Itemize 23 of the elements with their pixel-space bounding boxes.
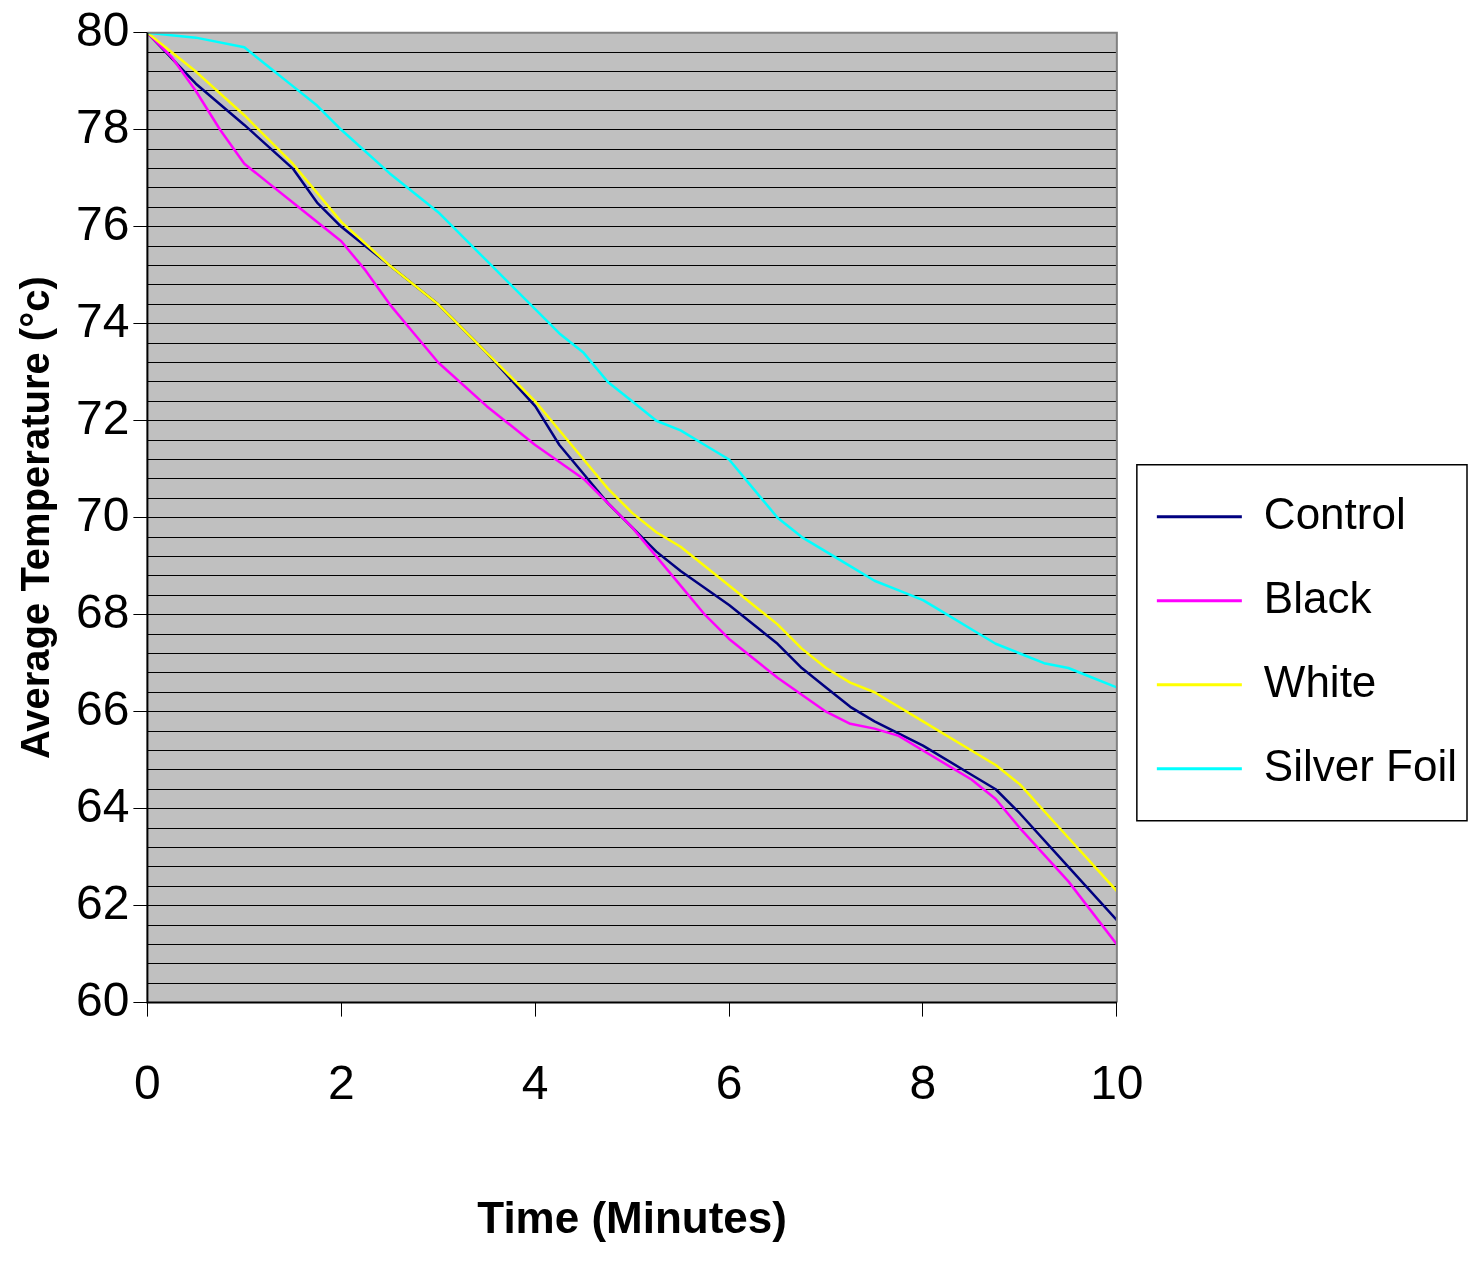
- y-tick-label: 74: [76, 293, 130, 347]
- y-tick-label: 76: [76, 196, 130, 250]
- x-tick-label: 8: [909, 1055, 937, 1109]
- y-tick-label: 64: [76, 778, 130, 832]
- y-tick-label: 72: [76, 390, 130, 444]
- x-tick-label: 4: [521, 1055, 549, 1109]
- y-tick-label: 78: [76, 100, 130, 154]
- legend-label: Silver Foil: [1263, 740, 1458, 790]
- x-tick-label: 0: [134, 1055, 161, 1109]
- legend-label: Control: [1263, 488, 1406, 538]
- x-tick-label: 2: [327, 1055, 355, 1109]
- y-tick-label: 70: [76, 487, 130, 541]
- x-tick-label: 10: [1090, 1055, 1144, 1109]
- x-axis-title: Time (Minutes): [477, 1192, 787, 1242]
- y-tick-label: 66: [76, 681, 130, 735]
- legend-label: White: [1263, 656, 1377, 706]
- y-axis-title: Average Temperature (°c): [13, 276, 58, 760]
- y-tick-label: 80: [76, 3, 130, 57]
- y-tick-label: 68: [76, 584, 130, 638]
- y-tick-label: 60: [76, 972, 130, 1026]
- x-tick-label: 6: [715, 1055, 743, 1109]
- y-tick-label: 62: [76, 875, 130, 929]
- legend-label: Black: [1263, 572, 1373, 622]
